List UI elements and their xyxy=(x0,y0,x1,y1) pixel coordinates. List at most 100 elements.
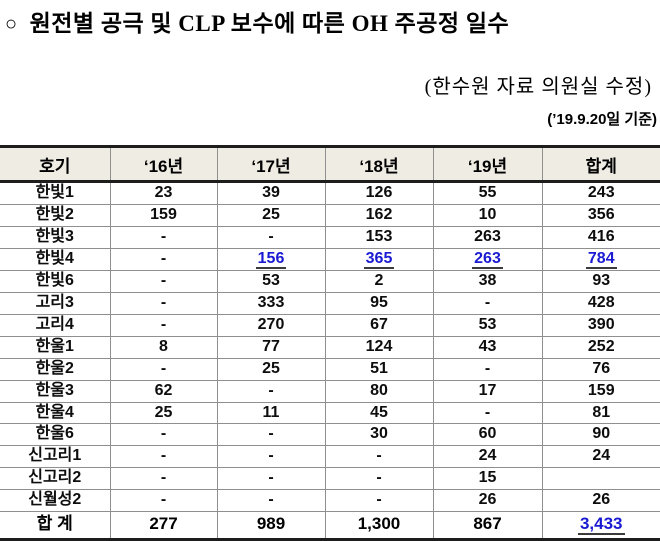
table-row: 한빛3- -153 263 416 xyxy=(0,225,660,249)
table-row: 고리4-270 67 53 390 xyxy=(0,314,660,337)
value-cell: - xyxy=(432,357,542,381)
value-cell: 25 xyxy=(216,357,325,381)
value-cell: - xyxy=(109,467,217,490)
value-cell: 43 xyxy=(432,335,542,359)
table-header: 호기 ‘16년 ‘17년 ‘18년 ‘19년 합계 xyxy=(0,146,660,183)
unit-label: 한빛2 xyxy=(0,203,110,227)
unit-label: 고리3 xyxy=(0,292,110,315)
unit-label: 한울6 xyxy=(0,423,110,446)
value-cell: 333 xyxy=(216,292,325,315)
value-cell: 356 xyxy=(541,203,660,227)
value-cell: 23 xyxy=(109,181,217,205)
value-cell: - xyxy=(109,225,217,249)
unit-label: 한울4 xyxy=(0,401,110,424)
table-row: 한빛4- 156 365 263 784 xyxy=(0,247,660,271)
table-body: 한빛1 23 39 126 55 243 한빛2 159 25 162 10 356 한빛3- -153 2… xyxy=(0,181,660,540)
unit-label: 한빛4 xyxy=(0,247,110,271)
value-cell: 162 xyxy=(324,203,433,227)
highlighted-value: 156 xyxy=(255,250,287,270)
value-cell: 24 xyxy=(432,445,542,468)
table-row: 한울1 8 77 124 43 252 xyxy=(0,335,660,359)
value-cell: - xyxy=(324,467,433,490)
value-cell: - xyxy=(109,489,217,512)
highlighted-value: 365 xyxy=(363,250,395,270)
value-cell: 45 xyxy=(324,401,433,424)
total-row: 합 계 277 989 1,300 867 3,433 xyxy=(0,510,660,540)
value-cell: - xyxy=(109,357,217,381)
unit-label: 한울3 xyxy=(0,379,110,403)
value-cell: 53 xyxy=(216,270,325,293)
page-title: 원전별 공극 및 CLP 보수에 따른 OH 주공정 일수 xyxy=(29,11,510,36)
table-row: 한울4 25 11 45-81 xyxy=(0,401,660,424)
value-cell: - xyxy=(216,489,325,512)
value-cell: - xyxy=(324,489,433,512)
value-cell: - xyxy=(216,445,325,468)
value-cell: 24 xyxy=(541,445,660,468)
value-cell: - xyxy=(216,423,325,446)
highlighted-value: 784 xyxy=(585,250,617,270)
value-cell: 390 xyxy=(541,314,660,337)
unit-label: 신고리1 xyxy=(0,445,110,468)
source-note: (한수원 자료 의원실 수정) xyxy=(424,75,652,98)
table-row: 한빛2 159 25 162 10 356 xyxy=(0,203,660,227)
value-cell: - xyxy=(109,292,217,315)
value-cell: 51 xyxy=(324,357,433,381)
value-cell: 277 xyxy=(109,510,217,540)
column-header: 합계 xyxy=(541,146,660,183)
page-title-row: ○ 원전별 공극 및 CLP 보수에 따른 OH 주공정 일수 xyxy=(0,0,660,39)
value-cell: 95 xyxy=(324,292,433,315)
value-cell: 62 xyxy=(109,379,217,403)
value-cell: 93 xyxy=(541,270,660,293)
value-cell: 10 xyxy=(432,203,542,227)
value-cell: 3,433 xyxy=(541,510,660,540)
value-cell: - xyxy=(109,423,217,446)
value-cell: 25 xyxy=(109,401,217,424)
value-cell: 252 xyxy=(541,335,660,359)
value-cell: 25 xyxy=(216,203,325,227)
unit-label: 한울1 xyxy=(0,335,110,359)
column-header: 호기 xyxy=(0,146,110,183)
value-cell: 784 xyxy=(541,247,660,271)
value-cell: 53 xyxy=(432,314,542,337)
value-cell: 80 xyxy=(324,379,433,403)
value-cell: 867 xyxy=(432,510,542,540)
table-row: 한울3 62-80 17 159 xyxy=(0,379,660,403)
circle-bullet-icon: ○ xyxy=(5,13,18,35)
table-row: 한빛6-53 2 38 93 xyxy=(0,270,660,293)
date-reference-note: (’19.9.20일 기준) xyxy=(547,110,657,128)
table-row: 한울2-25 51-76 xyxy=(0,357,660,381)
value-cell: 15 xyxy=(432,467,542,490)
unit-label: 신고리2 xyxy=(0,467,110,490)
table-row: 고리3-333 95-428 xyxy=(0,292,660,315)
unit-label: 합 계 xyxy=(0,510,110,540)
unit-label: 고리4 xyxy=(0,314,110,337)
table-header-row: 호기 ‘16년 ‘17년 ‘18년 ‘19년 합계 xyxy=(0,146,660,183)
value-cell: 26 xyxy=(541,489,660,512)
value-cell: 60 xyxy=(432,423,542,446)
value-cell: - xyxy=(109,247,217,271)
value-cell: - xyxy=(109,314,217,337)
value-cell: - xyxy=(324,445,433,468)
value-cell: 263 xyxy=(432,225,542,249)
column-header: ‘18년 xyxy=(324,146,433,183)
value-cell: 126 xyxy=(324,181,433,205)
value-cell: - xyxy=(432,292,542,315)
table-row: 신고리2- - -15 xyxy=(0,467,660,490)
value-cell: 2 xyxy=(324,270,433,293)
value-cell: 989 xyxy=(216,510,325,540)
value-cell: 124 xyxy=(324,335,433,359)
table-row: 신고리1- - -24 24 xyxy=(0,445,660,468)
unit-label: 한빛3 xyxy=(0,225,110,249)
unit-label: 한울2 xyxy=(0,357,110,381)
value-cell: 159 xyxy=(109,203,217,227)
value-cell: 77 xyxy=(216,335,325,359)
value-cell: 243 xyxy=(541,181,660,205)
value-cell: 416 xyxy=(541,225,660,249)
table-row: 한빛1 23 39 126 55 243 xyxy=(0,181,660,205)
value-cell: - xyxy=(216,467,325,490)
value-cell: 67 xyxy=(324,314,433,337)
value-cell: - xyxy=(109,445,217,468)
value-cell: 159 xyxy=(541,379,660,403)
column-header: ‘16년 xyxy=(109,146,217,183)
